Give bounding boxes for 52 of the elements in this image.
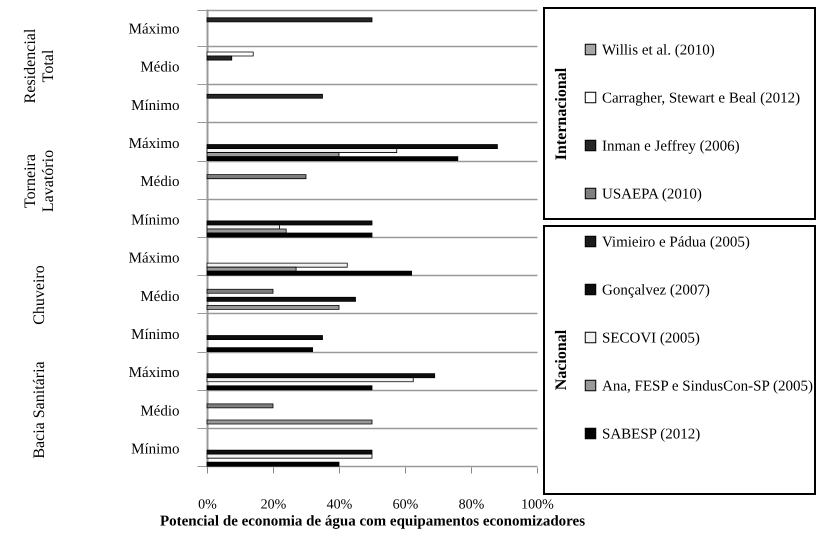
text: Internacional — [553, 67, 571, 160]
bar — [206, 270, 412, 276]
legend-label: SECOVI (2005) — [602, 330, 700, 346]
legend-label: Willis et al. (2010) — [602, 42, 715, 58]
y-tick-label: Mínimo — [131, 212, 180, 228]
y-tick-label: Médio — [140, 174, 180, 190]
text: Residencial Total — [22, 28, 58, 106]
legend-label: Inman e Jeffrey (2006) — [602, 138, 740, 154]
y-tick-label: Mínimo — [131, 442, 180, 458]
bar — [206, 52, 254, 56]
bar — [206, 144, 498, 149]
y-tick-label: Mínimo — [131, 98, 180, 114]
x-tick-label: 40% — [326, 498, 353, 512]
y-tick-label: Máximo — [128, 136, 180, 152]
text: Torneira Lavatório — [22, 148, 58, 214]
y-tick-label: Máximo — [128, 250, 180, 267]
bar — [206, 385, 372, 390]
y-tick-label: Mínimo — [131, 326, 180, 343]
bar — [206, 462, 340, 467]
legend-label: USAEPA (2010) — [602, 186, 702, 202]
legend-label: SABESP (2012) — [602, 426, 700, 442]
bar — [206, 94, 323, 99]
y-tick-label: Médio — [140, 403, 180, 420]
text: Chuveiro — [31, 264, 49, 328]
x-axis-title: Potencial de economia de água com equipamentos economizadores — [160, 514, 586, 530]
y-tick-label: Máximo — [128, 365, 180, 382]
x-tick-label: 0% — [198, 498, 218, 512]
bar — [206, 403, 274, 408]
x-tick-label: 60% — [392, 498, 419, 512]
bar — [206, 347, 313, 352]
legend-label: Gonçalvez (2007) — [602, 282, 710, 298]
bar — [206, 17, 372, 22]
bar — [206, 156, 458, 162]
x-tick-label: 20% — [260, 498, 287, 512]
bar — [206, 220, 372, 226]
bar — [206, 454, 372, 459]
text: Nacional — [553, 330, 571, 390]
x-tick-label: 80% — [458, 498, 485, 512]
y-tick-label: Médio — [140, 60, 180, 76]
bar — [206, 262, 348, 268]
bar — [206, 174, 306, 180]
x-tick-label: 100% — [521, 498, 554, 512]
bar — [206, 296, 356, 302]
legend-label: Vimieiro e Pádua (2005) — [602, 234, 750, 250]
bar — [206, 232, 372, 238]
y-tick-label: Máximo — [128, 21, 180, 38]
bar — [206, 335, 323, 340]
bar — [206, 288, 274, 294]
text: Bacia Sanitária — [31, 360, 49, 460]
y-tick-label: Médio — [140, 288, 180, 305]
legend-label: Ana, FESP e SindusCon-SP (2005) — [602, 378, 813, 394]
legend-label: Carragher, Stewart e Beal (2012) — [602, 90, 800, 106]
